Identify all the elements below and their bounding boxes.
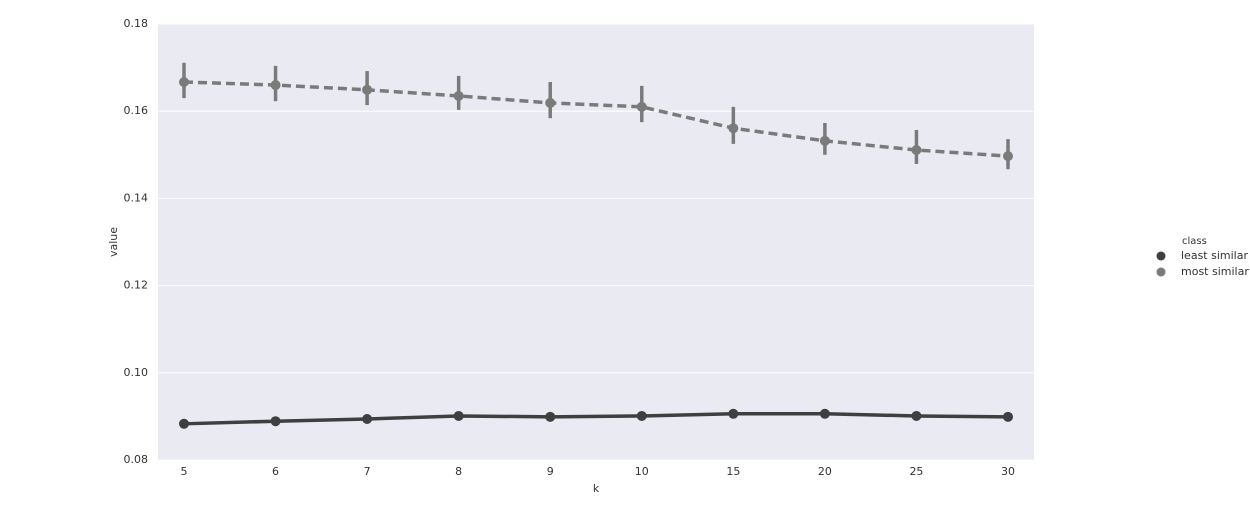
- legend-title: class: [1182, 236, 1207, 247]
- x-tick-label: 15: [726, 465, 740, 478]
- point: [179, 418, 189, 429]
- point: [728, 408, 739, 419]
- y-tick-label: 0.16: [124, 104, 149, 117]
- x-tick-label: 8: [455, 465, 462, 478]
- point: [179, 76, 189, 87]
- point: [636, 101, 647, 112]
- y-tick-label: 0.10: [124, 366, 149, 379]
- legend-marker: [1156, 251, 1166, 261]
- y-tick-label: 0.18: [124, 17, 149, 30]
- point: [545, 411, 556, 422]
- point: [453, 90, 464, 101]
- x-tick-label: 5: [181, 465, 188, 478]
- point: [819, 408, 830, 419]
- point: [911, 410, 922, 421]
- y-tick-label: 0.14: [124, 191, 149, 204]
- x-tick-label: 10: [635, 465, 649, 478]
- x-tick-label: 25: [909, 465, 923, 478]
- legend-label: most similar: [1181, 265, 1249, 278]
- point: [362, 84, 373, 95]
- x-tick-label: 20: [818, 465, 832, 478]
- x-tick-label: 6: [272, 465, 279, 478]
- series-line: [183, 80, 1009, 158]
- point: [911, 145, 922, 156]
- point: [270, 416, 281, 427]
- point: [453, 410, 464, 421]
- point: [728, 123, 739, 134]
- x-axis-label: k: [593, 482, 600, 495]
- point: [545, 97, 556, 108]
- point: [636, 410, 647, 421]
- point: [1003, 411, 1013, 422]
- point: [270, 80, 281, 91]
- y-tick-label: 0.12: [124, 279, 149, 292]
- legend-label: least similar: [1181, 249, 1248, 262]
- x-tick-label: 9: [547, 465, 554, 478]
- plot-area: [158, 24, 1034, 460]
- point: [819, 135, 830, 146]
- series-line: [183, 412, 1009, 426]
- y-axis-label: value: [107, 227, 120, 257]
- legend-marker: [1156, 267, 1166, 277]
- point: [362, 414, 373, 425]
- x-tick-label: 30: [1001, 465, 1015, 478]
- x-tick-label: 7: [364, 465, 371, 478]
- point: [1003, 151, 1013, 162]
- y-tick-label: 0.08: [124, 453, 149, 466]
